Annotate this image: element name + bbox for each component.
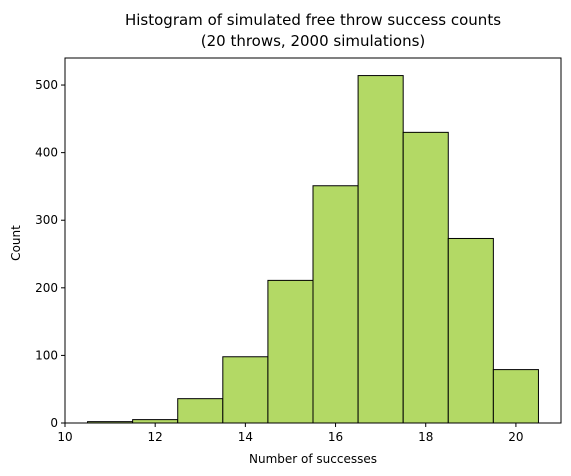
y-tick-label: 100 bbox=[35, 348, 58, 362]
histogram-bar bbox=[267, 279, 314, 424]
y-axis-ticks: 0 100 200 300 400 500 bbox=[35, 78, 65, 430]
histogram-bar bbox=[222, 356, 269, 424]
histogram-bar bbox=[357, 75, 404, 424]
x-tick-label: 12 bbox=[148, 430, 163, 444]
y-tick-label: 300 bbox=[35, 213, 58, 227]
x-tick-label: 18 bbox=[418, 430, 433, 444]
chart-title-line-2: (20 throws, 2000 simulations) bbox=[201, 32, 426, 50]
y-axis-label: Count bbox=[9, 225, 23, 261]
x-tick-label: 14 bbox=[238, 430, 253, 444]
x-tick-label: 16 bbox=[328, 430, 343, 444]
y-tick-label: 0 bbox=[50, 416, 58, 430]
y-tick-label: 200 bbox=[35, 281, 58, 295]
histogram-bar bbox=[402, 131, 449, 424]
histogram-bar bbox=[447, 237, 494, 424]
bars-group bbox=[87, 75, 539, 424]
histogram-bar bbox=[132, 419, 179, 424]
chart-title-line-1: Histogram of simulated free throw succes… bbox=[125, 11, 501, 29]
plot-frame bbox=[64, 57, 562, 424]
histogram-bar bbox=[177, 398, 224, 424]
x-axis-label: Number of successes bbox=[249, 452, 377, 466]
histogram-bar bbox=[492, 369, 539, 424]
histogram-bar bbox=[312, 185, 359, 424]
x-tick-label: 20 bbox=[508, 430, 523, 444]
y-tick-label: 400 bbox=[35, 146, 58, 160]
x-axis-ticks: 10 12 14 16 18 20 bbox=[57, 423, 524, 444]
y-tick-label: 500 bbox=[35, 78, 58, 92]
x-tick-label: 10 bbox=[57, 430, 72, 444]
